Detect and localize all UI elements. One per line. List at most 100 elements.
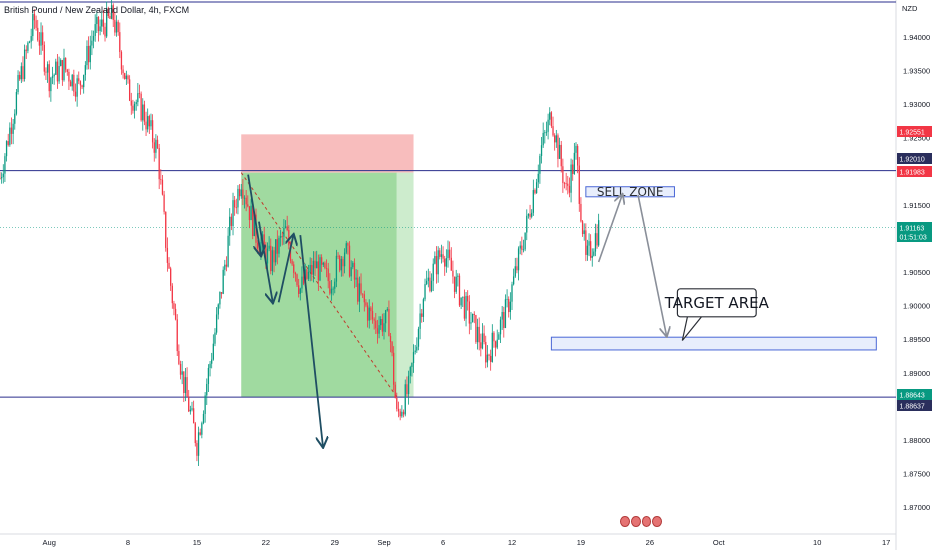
candle: [128, 75, 131, 102]
candle-body: [217, 304, 219, 315]
candle-body: [33, 14, 36, 21]
candle: [381, 313, 384, 337]
candle: [465, 291, 467, 327]
candle: [335, 249, 338, 288]
candle-body: [204, 395, 206, 414]
target-area-callout: TARGET AREA: [664, 288, 770, 341]
candle: [60, 58, 62, 67]
candle: [63, 48, 65, 82]
candle: [102, 10, 105, 35]
candle-body: [211, 359, 213, 364]
candle: [558, 137, 561, 159]
candle: [521, 236, 523, 256]
candle-body: [557, 135, 559, 159]
candle: [40, 22, 42, 55]
candle: [448, 241, 451, 261]
candle: [481, 323, 484, 350]
candle: [416, 337, 418, 353]
candle: [334, 278, 336, 294]
candle: [362, 293, 364, 299]
candle: [212, 334, 214, 361]
candle: [117, 19, 119, 36]
candle: [557, 133, 559, 168]
candle-body: [115, 21, 118, 33]
candle-body: [576, 145, 579, 166]
candle: [476, 318, 479, 350]
candle-body: [147, 116, 149, 130]
x-tick-label: 15: [193, 538, 201, 547]
candle-body: [215, 314, 218, 333]
drawn-arrow-2: [277, 235, 294, 303]
candle-body: [209, 363, 211, 368]
candle-body: [291, 260, 293, 265]
candle-body: [201, 423, 203, 435]
candle: [353, 258, 356, 289]
candle-body: [409, 367, 411, 376]
candle: [531, 209, 533, 219]
y-tick-label: 1.88000: [903, 436, 930, 445]
candle: [166, 237, 169, 272]
x-tick-label: 17: [882, 538, 890, 547]
candle-body: [593, 251, 595, 256]
candle-body: [51, 76, 54, 78]
candle: [453, 276, 456, 299]
candle-body: [109, 15, 111, 19]
candle-body: [488, 354, 490, 356]
candle: [378, 316, 380, 339]
candle-body: [490, 355, 492, 362]
candle-body: [5, 141, 8, 157]
candle-body: [470, 322, 472, 324]
candle-body: [365, 302, 367, 306]
candle: [506, 289, 508, 308]
price-badge-value: 1.88643: [900, 393, 925, 400]
candle-body: [570, 164, 572, 193]
candle-body: [504, 299, 507, 328]
candle: [576, 144, 579, 174]
y-tick-label: 1.89500: [903, 335, 930, 344]
candle-body: [107, 8, 109, 16]
candle: [352, 260, 354, 270]
candle: [526, 209, 528, 241]
candle-body: [142, 104, 144, 121]
candle: [61, 59, 64, 86]
candle: [30, 28, 32, 49]
candle-body: [353, 262, 356, 280]
candle: [120, 50, 123, 75]
price-badge-value: 1.92010: [900, 157, 925, 164]
candle: [380, 316, 382, 330]
candle-body: [429, 277, 431, 291]
candle: [373, 317, 375, 330]
candle-body: [589, 241, 592, 258]
candle: [73, 69, 75, 97]
candle: [580, 197, 582, 223]
candle-body: [342, 258, 344, 267]
candle-body: [68, 71, 70, 82]
candle-body: [137, 93, 139, 103]
candle: [197, 426, 200, 466]
y-tick-label: 1.87000: [903, 503, 930, 512]
y-tick-label: 1.91500: [903, 201, 930, 210]
candle: [286, 215, 288, 232]
candle: [586, 239, 589, 261]
candle-body: [414, 350, 416, 353]
candle-body: [322, 262, 324, 265]
candle-body: [312, 260, 315, 275]
candle-body: [84, 65, 86, 75]
candle: [188, 389, 190, 413]
target-area-label: TARGET AREA: [664, 294, 770, 312]
candle-body: [388, 309, 390, 337]
candle: [55, 58, 57, 76]
candle: [573, 142, 576, 175]
candle: [94, 14, 96, 42]
candle-body: [43, 44, 45, 72]
candle-body: [468, 301, 470, 324]
candle: [529, 204, 531, 220]
y-tick-label: 1.93000: [903, 100, 930, 109]
candle: [522, 239, 525, 253]
candle-body: [416, 346, 418, 351]
candle: [540, 137, 543, 164]
price-badge-bg: [897, 400, 932, 411]
candle: [148, 114, 150, 134]
candle: [271, 246, 274, 276]
